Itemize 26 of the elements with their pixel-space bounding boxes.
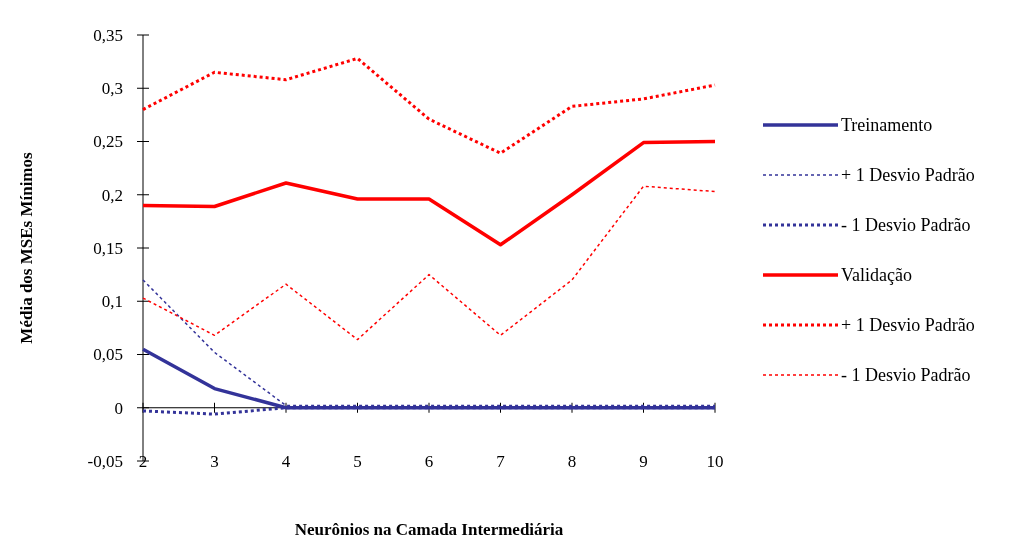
x-tick-label: 9: [639, 451, 648, 471]
y-tick-label: -0,05: [87, 451, 123, 471]
legend-label: + 1 Desvio Padrão: [841, 165, 975, 186]
x-tick-label: 3: [210, 451, 219, 471]
y-tick-label: 0,3: [101, 79, 123, 99]
y-tick-label: 0,25: [93, 132, 123, 152]
legend-label: Treinamento: [841, 115, 933, 136]
x-tick-label: 7: [496, 451, 506, 471]
y-tick-label: 0,05: [93, 345, 123, 365]
x-tick-label: 6: [424, 451, 434, 471]
legend-label: Validação: [841, 265, 912, 286]
x-tick-label: 4: [281, 451, 291, 471]
legend-label: - 1 Desvio Padrão: [841, 215, 971, 236]
x-tick-label: 8: [567, 451, 577, 471]
y-axis-title: Média dos MSEs Mínimos: [17, 151, 36, 344]
x-axis-title: Neurônios na Camada Intermediária: [294, 520, 564, 536]
x-tick-label: 2: [138, 451, 148, 471]
y-tick-label: 0,1: [101, 292, 123, 312]
legend-label: - 1 Desvio Padrão: [841, 365, 971, 386]
legend-label: + 1 Desvio Padrão: [841, 315, 975, 336]
x-tick-label: 10: [706, 451, 724, 471]
x-tick-label: 5: [353, 451, 362, 471]
y-tick-label: 0,2: [101, 185, 123, 205]
y-tick-label: 0,35: [93, 25, 123, 45]
y-tick-label: 0,15: [93, 238, 123, 258]
y-tick-label: 0: [114, 398, 123, 418]
